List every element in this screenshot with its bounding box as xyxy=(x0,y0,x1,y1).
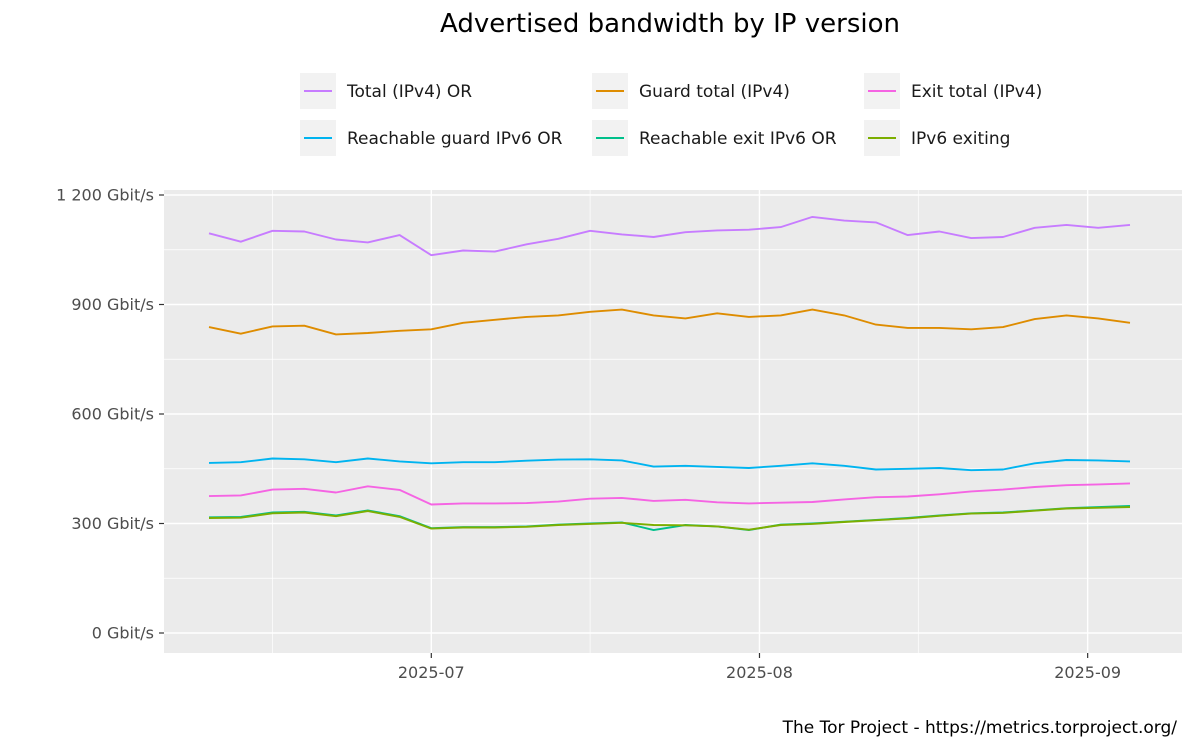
x-axis: 2025-07 2025-08 2025-09 xyxy=(398,653,1121,682)
y-axis: 0 Gbit/s 300 Gbit/s 600 Gbit/s 900 Gbit/s 1 … xyxy=(56,186,164,643)
chart-title: Advertised bandwidth by IP version xyxy=(440,9,900,39)
series-line-2 xyxy=(208,482,1131,506)
chart-caption: The Tor Project - https://metrics.torpro… xyxy=(782,718,1178,738)
plot-panel xyxy=(164,190,1182,653)
legend-label: IPv6 exiting xyxy=(911,129,1010,149)
x-tick-label: 2025-09 xyxy=(1054,663,1121,682)
y-tick-label: 0 Gbit/s xyxy=(92,624,154,643)
series-line-0 xyxy=(208,215,1131,257)
y-tick-label: 300 Gbit/s xyxy=(71,514,154,533)
y-tick-label: 900 Gbit/s xyxy=(71,295,154,314)
legend-label: Guard total (IPv4) xyxy=(639,82,790,102)
data-series xyxy=(208,215,1131,532)
x-tick-label: 2025-08 xyxy=(726,663,793,682)
y-tick-label: 600 Gbit/s xyxy=(71,405,154,424)
y-tick-label: 1 200 Gbit/s xyxy=(56,186,154,205)
legend-label: Exit total (IPv4) xyxy=(911,82,1042,102)
series-line-3 xyxy=(208,457,1131,472)
legend-label: Total (IPv4) OR xyxy=(346,82,472,102)
legend-label: Reachable guard IPv6 OR xyxy=(347,129,563,149)
chart-legend: Total (IPv4) OR Guard total (IPv4) Exit to… xyxy=(300,73,1042,156)
x-tick-label: 2025-07 xyxy=(398,663,465,682)
legend-label: Reachable exit IPv6 OR xyxy=(639,129,837,149)
series-line-5 xyxy=(208,506,1131,531)
series-line-1 xyxy=(208,308,1131,336)
grid-lines xyxy=(164,190,1182,653)
